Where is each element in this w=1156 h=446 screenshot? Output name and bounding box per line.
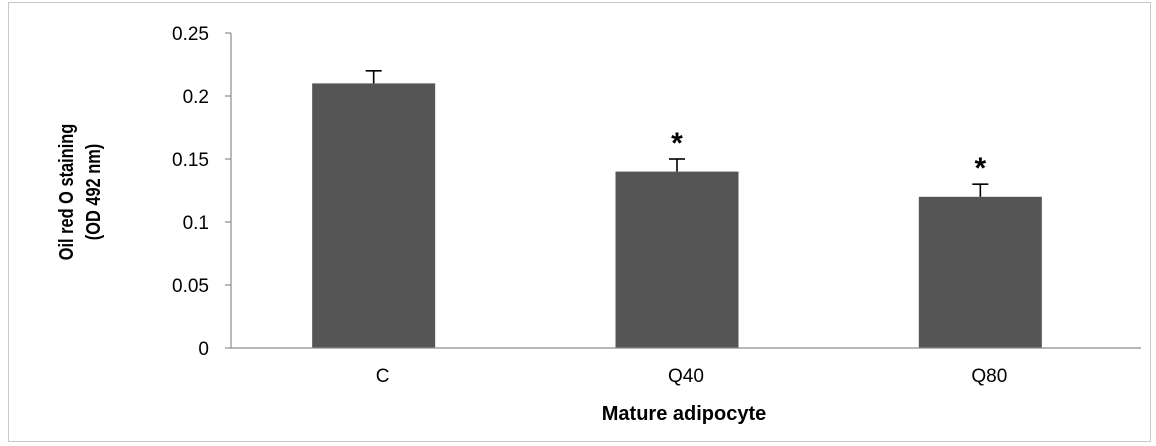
significance-asterisk: * [671, 127, 683, 160]
x-axis-title: Mature adipocyte [602, 403, 766, 425]
significance-markers: ** [671, 127, 986, 185]
y-tick-label: 0 [198, 339, 209, 360]
x-tick-label: C [376, 366, 390, 387]
bars [312, 83, 1042, 349]
significance-asterisk: * [974, 152, 986, 185]
error-bars [365, 70, 989, 197]
y-axis-title-line2: (OD 492 nm) [81, 144, 104, 240]
x-tick-label: Q40 [668, 366, 704, 387]
y-tick-label: 0.2 [183, 87, 209, 108]
y-tick-label: 0.15 [172, 150, 209, 171]
x-tick-label: Q80 [971, 366, 1007, 387]
bar [918, 196, 1042, 348]
y-axis-title-line1: Oil red O staining [54, 124, 77, 261]
bar [615, 171, 739, 348]
y-axis-ticks: 0 0.05 0.1 0.15 0.2 0.25 [172, 24, 231, 360]
y-tick-label: 0.05 [172, 276, 209, 297]
x-axis-ticks: C Q40 Q80 [376, 366, 1007, 387]
y-tick-label: 0.1 [183, 213, 209, 234]
y-tick-label: 0.25 [172, 24, 209, 45]
bar [312, 83, 436, 349]
